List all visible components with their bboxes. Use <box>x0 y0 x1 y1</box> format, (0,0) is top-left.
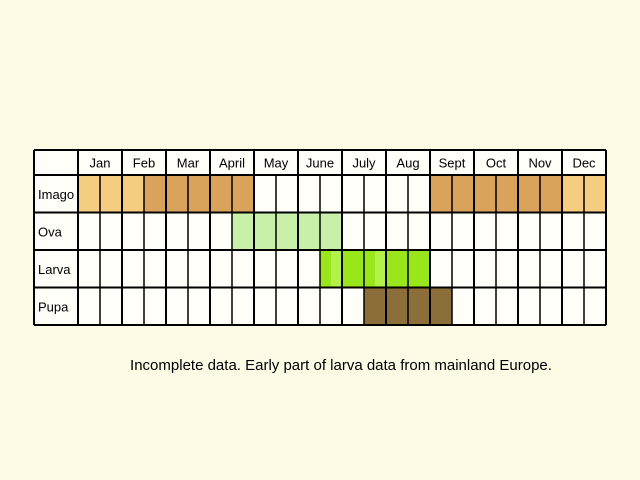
caption: Incomplete data. Early part of larva dat… <box>130 357 552 374</box>
cell-imago-18 <box>474 175 496 213</box>
cell-imago-21 <box>540 175 562 213</box>
stage-label-ova: Ova <box>38 224 63 239</box>
cell-imago-6 <box>210 175 232 213</box>
cell-imago-19 <box>496 175 518 213</box>
month-header-mar: Mar <box>177 156 200 171</box>
month-header-oct: Oct <box>486 156 507 171</box>
cell-imago-23 <box>584 175 606 213</box>
month-header-nov: Nov <box>528 156 552 171</box>
month-header-aug: Aug <box>396 156 419 171</box>
cell-pupa-13 <box>364 287 386 325</box>
month-header-july: July <box>352 156 376 171</box>
stage-label-imago: Imago <box>38 187 74 202</box>
month-header-dec: Dec <box>572 156 596 171</box>
month-header-sept: Sept <box>439 156 466 171</box>
cell-imago-2 <box>122 175 144 213</box>
stage-label-pupa: Pupa <box>38 299 69 314</box>
cell-imago-5 <box>188 175 210 213</box>
cell-imago-7 <box>232 175 254 213</box>
month-header-may: May <box>264 156 289 171</box>
cell-ova-10 <box>298 212 320 250</box>
month-header-apr: April <box>219 156 245 171</box>
cell-imago-16 <box>430 175 452 213</box>
cell-imago-0 <box>78 175 100 213</box>
cell-ova-7 <box>232 212 254 250</box>
cell-larva-15 <box>408 250 430 288</box>
cell-ova-8 <box>254 212 276 250</box>
cell-imago-1 <box>100 175 122 213</box>
cell-imago-3 <box>144 175 166 213</box>
cell-larva-12 <box>342 250 364 288</box>
cell-imago-22 <box>562 175 584 213</box>
cell-larva-14 <box>386 250 408 288</box>
month-header-feb: Feb <box>133 156 155 171</box>
cell-ova-11 <box>320 212 342 250</box>
cell-imago-17 <box>452 175 474 213</box>
stage-label-larva: Larva <box>38 262 71 277</box>
cell-pupa-15 <box>408 287 430 325</box>
month-header-june: June <box>306 156 334 171</box>
cell-larva-11-a <box>320 250 331 288</box>
cell-pupa-14 <box>386 287 408 325</box>
cell-larva-13-b <box>375 250 386 288</box>
cell-pupa-16 <box>430 287 452 325</box>
cell-imago-4 <box>166 175 188 213</box>
month-header-jan: Jan <box>90 156 111 171</box>
cell-ova-9 <box>276 212 298 250</box>
cell-imago-20 <box>518 175 540 213</box>
cell-larva-13-a <box>364 250 375 288</box>
cell-larva-11-b <box>331 250 342 288</box>
